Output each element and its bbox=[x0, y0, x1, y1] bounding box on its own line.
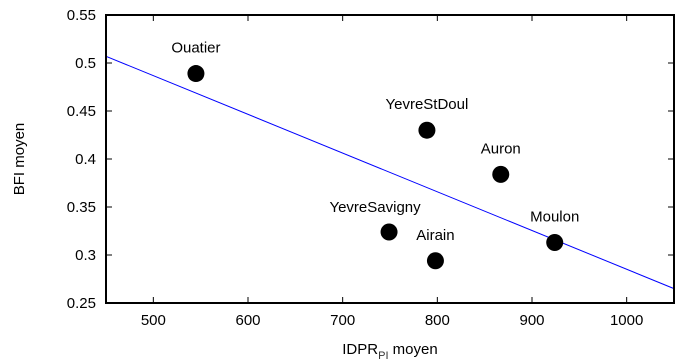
data-point-auron bbox=[492, 165, 510, 183]
plot-frame bbox=[105, 14, 675, 304]
x-tick-label: 900 bbox=[519, 312, 544, 329]
x-axis-title-subscript: PI bbox=[378, 350, 388, 361]
y-tick-label: 0.4 bbox=[75, 151, 96, 168]
y-axis-ticks: 0.25 0.3 0.35 0.4 0.45 0.5 0.55 bbox=[67, 7, 674, 312]
data-point-airain bbox=[426, 252, 444, 270]
data-point-yevrestdoul bbox=[418, 121, 436, 139]
data-point-yevresavigny bbox=[380, 223, 398, 241]
x-axis-title: IDPRPI moyen bbox=[342, 341, 437, 361]
point-label: Airain bbox=[416, 227, 454, 244]
x-axis-title-suffix: moyen bbox=[389, 341, 438, 358]
data-point-moulon bbox=[546, 234, 564, 252]
point-label: Ouatier bbox=[171, 40, 220, 57]
y-tick-label: 0.55 bbox=[67, 7, 96, 24]
trendline-group bbox=[105, 55, 675, 290]
trendline bbox=[105, 55, 675, 290]
data-points: Ouatier YevreStDoul Auron YevreSavigny Airai… bbox=[171, 40, 579, 270]
x-tick-label: 800 bbox=[425, 312, 450, 329]
y-axis-title: BFI moyen bbox=[11, 123, 28, 196]
x-tick-label: 600 bbox=[235, 312, 260, 329]
x-tick-label: 700 bbox=[330, 312, 355, 329]
point-label: Auron bbox=[481, 140, 521, 157]
point-label: YevreSavigny bbox=[329, 199, 421, 216]
y-tick-label: 0.35 bbox=[67, 199, 96, 216]
data-point-ouatier bbox=[187, 65, 205, 83]
x-axis-title-main: IDPR bbox=[342, 341, 378, 358]
y-tick-label: 0.3 bbox=[75, 247, 96, 264]
y-tick-label: 0.25 bbox=[67, 295, 96, 312]
x-tick-label: 500 bbox=[141, 312, 166, 329]
y-tick-label: 0.5 bbox=[75, 55, 96, 72]
point-label: Moulon bbox=[530, 209, 579, 226]
x-tick-label: 1000 bbox=[610, 312, 643, 329]
y-tick-label: 0.45 bbox=[67, 103, 96, 120]
x-axis-ticks: 500 600 700 800 900 1000 bbox=[141, 15, 643, 329]
point-label: YevreStDoul bbox=[385, 96, 468, 113]
